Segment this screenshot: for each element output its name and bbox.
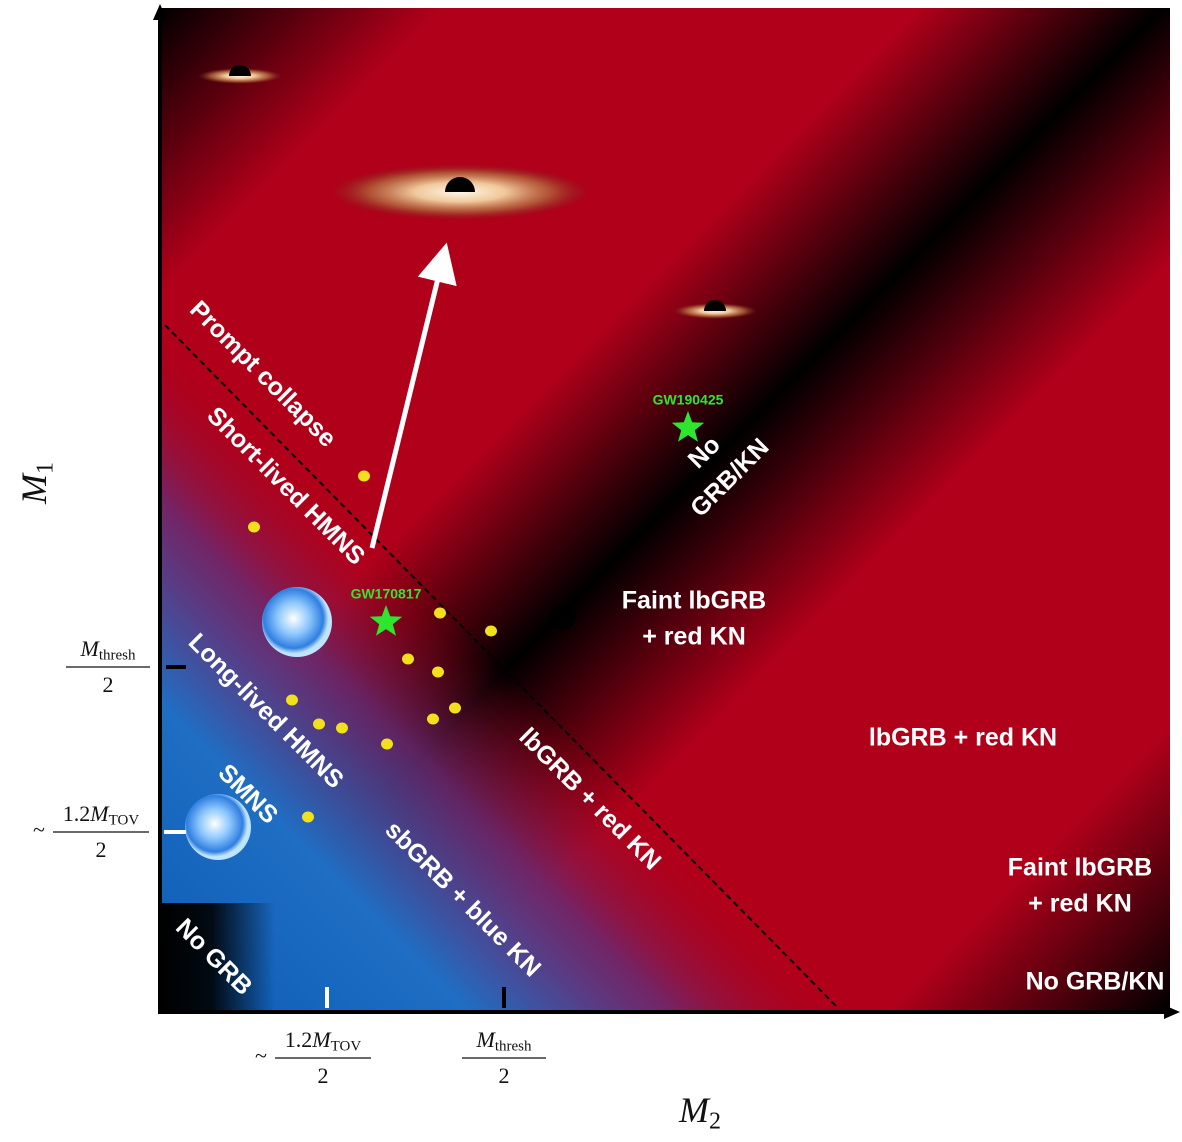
numerator: Mthresh bbox=[80, 636, 136, 664]
denominator: 2 bbox=[318, 1063, 329, 1088]
dark-spot bbox=[550, 604, 576, 630]
simulation-point bbox=[248, 522, 260, 533]
numerator: 1.2MTOV bbox=[63, 801, 140, 829]
y-axis-label: M1 bbox=[14, 462, 58, 505]
subscript: TOV bbox=[109, 813, 140, 829]
event-label: GW190425 bbox=[653, 392, 724, 408]
denominator: 2 bbox=[103, 672, 114, 697]
region-text: lbGRB + red KN bbox=[869, 724, 1057, 752]
simulation-point bbox=[427, 714, 439, 725]
simulation-point bbox=[302, 812, 314, 823]
simulation-point bbox=[432, 667, 444, 678]
x-axis-label: M2 bbox=[678, 1090, 721, 1134]
denominator: 2 bbox=[499, 1063, 510, 1088]
numerator: 1.2MTOV bbox=[285, 1027, 362, 1055]
denominator: 2 bbox=[96, 837, 107, 862]
region-text: Faint lbGRB bbox=[1008, 854, 1152, 882]
event-label: GW170817 bbox=[351, 586, 422, 602]
mass-symbol: M bbox=[89, 801, 110, 826]
mass-symbol: M bbox=[80, 636, 101, 661]
subscript: TOV bbox=[331, 1039, 362, 1055]
approx: ~ bbox=[255, 1043, 267, 1068]
simulation-point bbox=[381, 739, 393, 750]
diagram: Prompt collapseShort-lived HMNSLong-live… bbox=[0, 0, 1182, 1142]
region-label: No GRB/KN bbox=[1026, 968, 1165, 996]
region-label: lbGRB + red KN bbox=[869, 724, 1057, 752]
simulation-point bbox=[485, 626, 497, 637]
x-axis-arrow bbox=[1164, 1005, 1180, 1019]
simulation-point bbox=[313, 719, 325, 730]
subscript: 1 bbox=[32, 462, 58, 474]
mass-symbol: M bbox=[311, 1027, 332, 1052]
mass-symbol: M bbox=[14, 472, 54, 505]
simulation-point bbox=[434, 608, 446, 619]
mass-symbol: M bbox=[678, 1090, 711, 1130]
approx: ~ bbox=[33, 817, 45, 842]
subscript: 2 bbox=[709, 1108, 721, 1134]
subscript: thresh bbox=[495, 1039, 532, 1055]
simulation-point bbox=[286, 695, 298, 706]
simulation-point bbox=[402, 654, 414, 665]
coefficient: 1.2 bbox=[285, 1027, 313, 1052]
simulation-point bbox=[336, 723, 348, 734]
neutron-star bbox=[262, 587, 332, 657]
simulation-point bbox=[449, 703, 461, 714]
region-text: + red KN bbox=[642, 623, 746, 651]
region-text: Faint lbGRB bbox=[622, 587, 766, 615]
coefficient: 1.2 bbox=[63, 801, 91, 826]
simulation-point bbox=[358, 471, 370, 482]
mass-symbol: M bbox=[476, 1027, 497, 1052]
region-text: No GRB/KN bbox=[1026, 968, 1165, 996]
numerator: Mthresh bbox=[476, 1027, 532, 1055]
region-text: + red KN bbox=[1028, 890, 1132, 918]
subscript: thresh bbox=[99, 648, 136, 664]
